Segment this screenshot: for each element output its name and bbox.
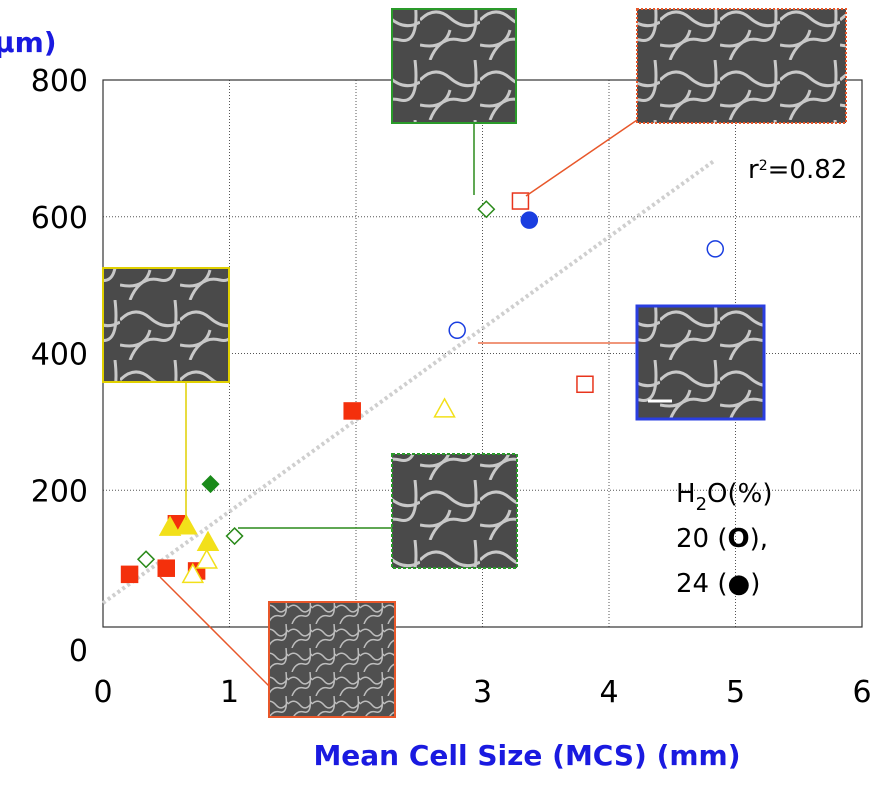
insets — [102, 8, 847, 718]
point — [175, 514, 198, 535]
legend-part: O(%) — [707, 479, 772, 509]
x-tick-label: 6 — [852, 675, 871, 710]
x-axis-label: Mean Cell Size (MCS) (mm) — [313, 739, 740, 772]
r2-part: r — [748, 155, 759, 185]
point — [576, 375, 594, 394]
point — [433, 397, 456, 418]
point — [511, 192, 530, 210]
legend-title: H2O(%) — [676, 479, 772, 515]
legend-part: O — [728, 524, 750, 554]
r2-sup: 2 — [759, 158, 768, 174]
point — [343, 402, 361, 420]
legend-part: ), — [750, 524, 768, 554]
legend-open: 20 (O), — [676, 524, 768, 554]
point — [195, 548, 219, 569]
x-tick-label: 4 — [599, 675, 618, 710]
point — [196, 530, 220, 551]
y-tick-label: 400 — [31, 338, 88, 373]
point — [158, 515, 182, 536]
legend-sub: 2 — [696, 494, 707, 515]
point — [448, 321, 466, 340]
y-tick-label: 0 — [69, 634, 88, 669]
x-tick-label: 0 — [93, 675, 112, 710]
r2-part: =0.82 — [768, 155, 848, 185]
point — [136, 550, 156, 569]
point — [157, 559, 175, 577]
point — [181, 562, 205, 584]
legend-part: 20 ( — [676, 524, 728, 554]
y-tick-label: 200 — [31, 474, 88, 509]
point — [477, 200, 496, 219]
point — [706, 240, 725, 258]
r-squared: r2=0.82 — [748, 155, 847, 185]
point — [520, 211, 539, 229]
legend-part: 24 ( — [676, 569, 728, 599]
legend-part: ) — [750, 569, 760, 599]
x-tick-label: 1 — [220, 675, 239, 710]
legend-part: H — [676, 479, 696, 509]
point — [120, 565, 139, 584]
y-axis-label: μm) — [0, 26, 57, 59]
y-tick-label: 800 — [31, 64, 88, 99]
legend-part: ● — [728, 569, 751, 599]
point — [225, 527, 244, 546]
point — [201, 475, 220, 494]
legend-filled: 24 (●) — [676, 569, 760, 599]
x-tick-label: 3 — [473, 675, 492, 710]
y-tick-label: 600 — [31, 201, 88, 236]
x-tick-label: 5 — [726, 675, 745, 710]
